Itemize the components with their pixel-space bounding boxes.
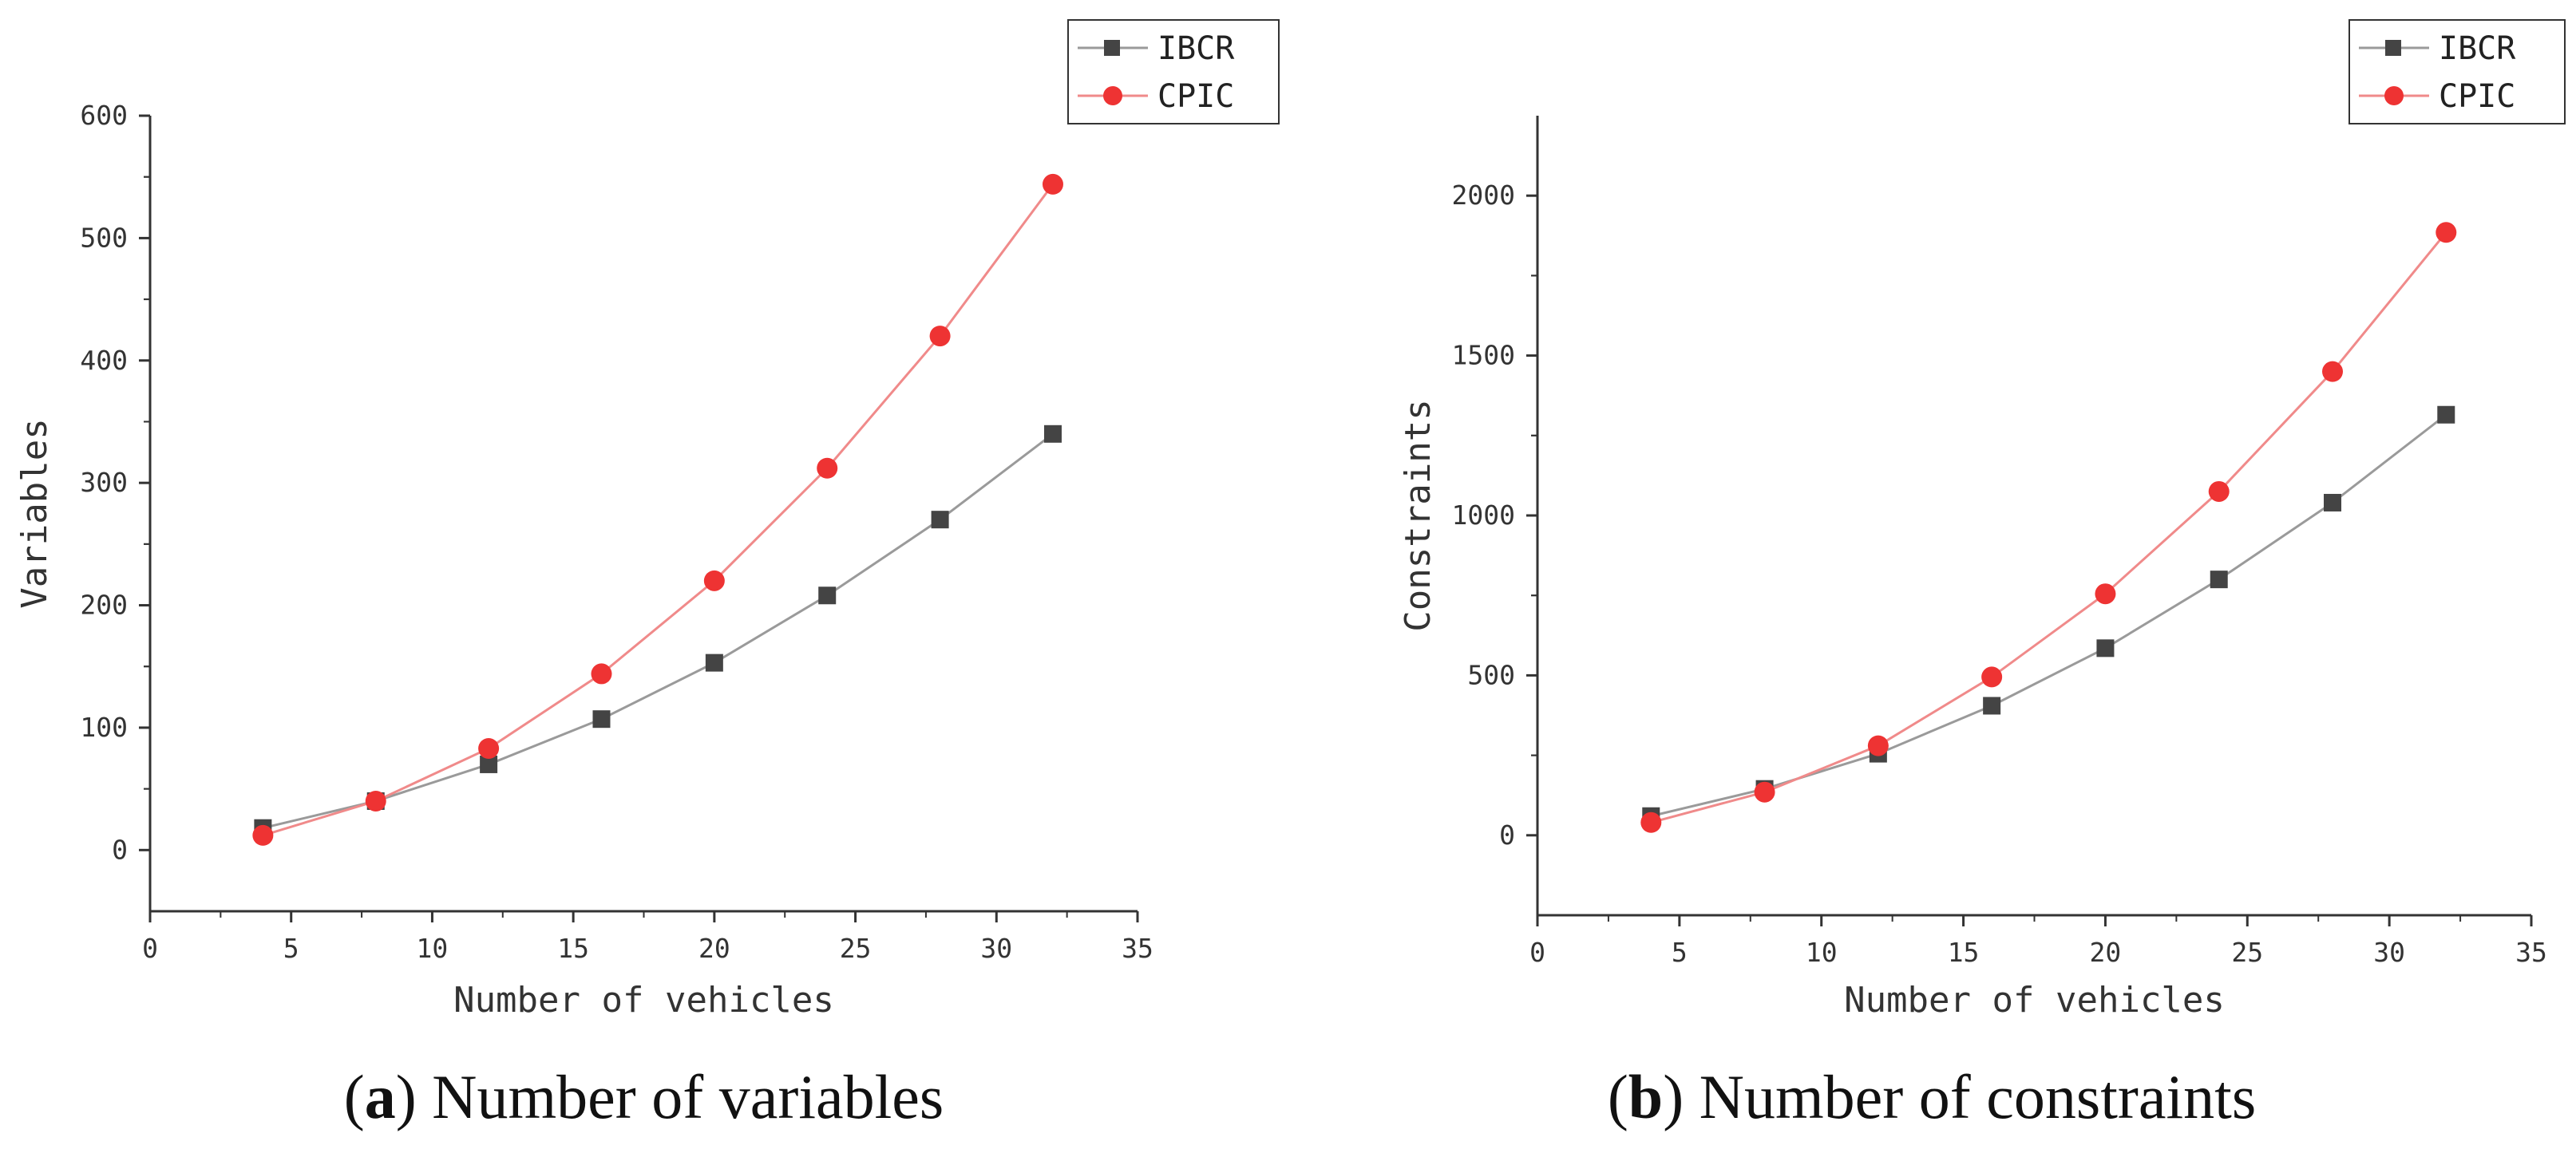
chart-a-y-tick-label: 100	[80, 712, 128, 743]
chart-b-cpic-point	[1867, 735, 1889, 756]
chart-a-legend-ibcr-label: IBCR	[1157, 30, 1235, 67]
chart-a-x-tick-label: 30	[980, 933, 1012, 964]
chart-b-ibcr-point	[2096, 639, 2115, 658]
chart-b-cpic-point	[2436, 222, 2457, 243]
chart-a-y-tick-label: 400	[80, 345, 128, 376]
chart-a-ibcr-line	[263, 432, 1054, 830]
chart-b-y-tick-label: 500	[1467, 659, 1515, 690]
chart-a-cpic-line	[262, 184, 1055, 837]
chart-b-legend-cpic-marker	[2384, 86, 2404, 105]
chart-b-y-tick-label: 1000	[1452, 500, 1515, 531]
chart-a-ibcr-point	[592, 710, 611, 729]
chart-b-x-tick-label: 25	[2231, 937, 2263, 968]
chart-a-legend-cpic-marker	[1103, 86, 1122, 105]
chart-a-cpic-point	[703, 570, 725, 591]
chart-a-cpic-point	[478, 737, 500, 759]
chart-b-x-tick-label: 15	[1948, 937, 1980, 968]
chart-a-ibcr-point	[818, 586, 837, 605]
chart-a-y-tick-label: 600	[80, 100, 128, 131]
chart-a-legend-cpic-label: CPIC	[1157, 78, 1234, 115]
chart-b-x-tick-label: 20	[2090, 937, 2122, 968]
chart-b-x-tick-label: 35	[2515, 937, 2547, 968]
chart-b-y-tick-label: 0	[1499, 819, 1515, 851]
chart-b-y-tick-label: 2000	[1452, 180, 1515, 211]
chart-b-ibcr-line	[1650, 413, 2447, 818]
chart-a-x-tick-label: 35	[1122, 933, 1153, 964]
chart-a-cpic-point	[591, 663, 612, 685]
chart-b-ibcr-point	[1983, 697, 2001, 715]
caption-b: (b) Number of constraints	[1607, 1062, 2257, 1131]
chart-a-cpic-point	[252, 824, 274, 846]
chart-a-x-tick-label: 25	[840, 933, 872, 964]
chart-a-ibcr-point	[480, 755, 498, 773]
chart-b-cpic-point	[2322, 361, 2343, 382]
caption-b-letter: b	[1628, 1062, 1664, 1131]
caption-a-text: ) Number of variables	[395, 1062, 944, 1131]
caption-b-text: ) Number of constraints	[1663, 1062, 2257, 1131]
chart-b-cpic-point	[1981, 666, 2003, 688]
chart-b-x-tick-label: 5	[1672, 937, 1688, 968]
chart-b-x-tick-label: 10	[1806, 937, 1838, 968]
chart-panel-a: 0 5 10 15 20 25 30 35 0 100 200 300 400 500 600 Number …	[14, 19, 1280, 1131]
chart-b-ibcr-point	[2210, 571, 2228, 589]
chart-a-y-tick-label: 200	[80, 590, 128, 621]
chart-a-cpic-point	[365, 790, 386, 812]
chart-panel-b: 0 5 10 15 20 25 30 35 0 500 1000 1500 2000 Number of …	[1288, 0, 2576, 1161]
chart-b-x-tick-label: 30	[2373, 937, 2405, 968]
chart-b-legend-ibcr-marker	[2385, 40, 2401, 56]
chart-a-cpic-point	[929, 326, 951, 347]
chart-b-x-tick-label: 0	[1529, 937, 1545, 968]
caption-a-letter: a	[364, 1062, 396, 1131]
chart-b-cpic-point	[1640, 812, 1662, 833]
chart-a-y-tick-label: 300	[80, 467, 128, 498]
chart-b-ibcr-point	[2324, 493, 2341, 511]
chart-b-cpic-point	[1754, 781, 1775, 803]
chart-a-svg: 0 5 10 15 20 25 30 35 0 100 200 300 400 500 600 Number …	[14, 19, 1280, 1021]
chart-a-x-tick-label: 10	[417, 933, 449, 964]
chart-a-ibcr-point	[931, 511, 949, 529]
chart-a-legend-box	[1067, 19, 1280, 124]
chart-b-legend-cpic-label: CPIC	[2439, 78, 2515, 115]
chart-a-y-tick-label: 500	[80, 222, 128, 253]
chart-b-x-axis-title: Number of vehicles	[1844, 980, 2225, 1021]
chart-b-legend-ibcr-label: IBCR	[2439, 30, 2516, 67]
chart-a-x-axis-title: Number of vehicles	[453, 980, 834, 1021]
chart-b-cpic-point	[2095, 583, 2116, 605]
chart-a-x-tick-label: 0	[142, 933, 158, 964]
chart-a-cpic-point	[1042, 173, 1063, 195]
caption-a: (a) Number of variables	[343, 1062, 944, 1131]
chart-b-y-tick-label: 1500	[1452, 340, 1515, 371]
chart-a-ibcr-point	[1043, 425, 1062, 443]
chart-a-x-tick-label: 20	[698, 933, 730, 964]
chart-a-y-axis-title: Variables	[14, 418, 55, 608]
chart-b-svg: 0 5 10 15 20 25 30 35 0 500 1000 1500 2000 Number of …	[1398, 19, 2566, 1021]
chart-b-legend-box	[2348, 19, 2566, 124]
chart-a-y-tick-label: 0	[112, 834, 128, 865]
chart-a-legend-ibcr-marker	[1104, 40, 1120, 56]
chart-b-cpic-line	[1650, 231, 2447, 824]
chart-a-x-tick-label: 5	[283, 933, 299, 964]
chart-a-cpic-point	[817, 457, 838, 479]
chart-a-x-tick-label: 15	[557, 933, 589, 964]
chart-b-cpic-point	[2208, 480, 2230, 502]
chart-a-ibcr-point	[705, 654, 723, 672]
chart-b-y-axis-title: Constraints	[1398, 399, 1438, 631]
chart-b-ibcr-point	[2437, 405, 2455, 424]
